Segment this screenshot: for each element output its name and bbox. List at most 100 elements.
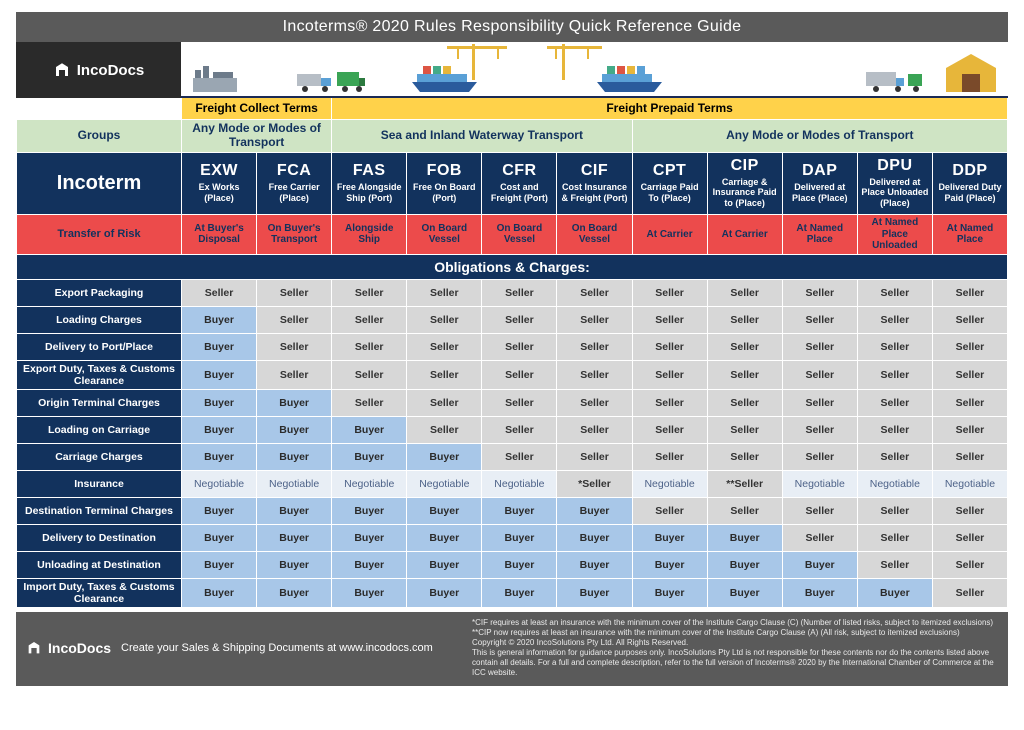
value-cell: Buyer <box>257 552 332 579</box>
obligations-header: Obligations & Charges: <box>17 255 1008 280</box>
value-cell: Seller <box>557 390 632 417</box>
obligation-label: Loading on Carriage <box>17 417 182 444</box>
value-cell: Buyer <box>332 579 407 608</box>
incoterm-fas: FASFree Alongside Ship (Port) <box>332 153 407 215</box>
incoterm-full: Free Alongside Ship (Port) <box>334 182 404 203</box>
obligation-label: Origin Terminal Charges <box>17 390 182 417</box>
incoterm-full: Free Carrier (Place) <box>259 182 329 203</box>
incoterm-full: Ex Works (Place) <box>184 182 254 203</box>
reference-grid: Freight Collect Terms Freight Prepaid Te… <box>16 98 1008 608</box>
incoterm-abbr: DDP <box>952 162 987 180</box>
value-cell: Seller <box>407 307 482 334</box>
risk-cfr: On Board Vessel <box>482 215 557 255</box>
value-cell: Buyer <box>182 390 257 417</box>
incoterm-abbr: CPT <box>653 162 687 180</box>
risk-fob: On Board Vessel <box>407 215 482 255</box>
value-cell: Buyer <box>858 579 933 608</box>
value-cell: Buyer <box>182 361 257 390</box>
risk-fca: On Buyer's Transport <box>257 215 332 255</box>
illustration-row: IncoDocs <box>16 42 1008 98</box>
blank-cell <box>17 98 182 120</box>
value-cell: Seller <box>933 444 1008 471</box>
risk-fas: Alongside Ship <box>332 215 407 255</box>
page: Incoterms® 2020 Rules Responsibility Qui… <box>0 0 1024 698</box>
value-cell: Seller <box>708 280 783 307</box>
footer-notes: *CIF requires at least an insurance with… <box>472 618 998 678</box>
obligation-label: Unloading at Destination <box>17 552 182 579</box>
obligation-label: Carriage Charges <box>17 444 182 471</box>
logo-icon <box>53 61 71 79</box>
value-cell: Seller <box>933 361 1008 390</box>
incoterm-full: Carriage Paid To (Place) <box>635 182 705 203</box>
value-cell: Seller <box>858 525 933 552</box>
ship-crane-icon <box>407 44 517 94</box>
risk-row-label: Transfer of Risk <box>17 215 182 255</box>
obligation-label: Loading Charges <box>17 307 182 334</box>
truck-icon-2 <box>866 64 926 94</box>
incoterm-full: Carriage & Insurance Paid to (Place) <box>710 177 780 208</box>
value-cell: Seller <box>708 417 783 444</box>
value-cell: Seller <box>933 552 1008 579</box>
incoterm-exw: EXW Ex Works (Place) <box>182 153 257 215</box>
value-cell: Seller <box>708 498 783 525</box>
value-cell: Seller <box>783 361 858 390</box>
value-cell: Buyer <box>633 525 708 552</box>
incoterm-cfr: CFRCost and Freight (Port) <box>482 153 557 215</box>
incoterm-full: Free On Board (Port) <box>409 182 479 203</box>
value-cell: Seller <box>407 417 482 444</box>
value-cell: Seller <box>933 498 1008 525</box>
value-cell: Buyer <box>257 579 332 608</box>
group-anymode-2: Any Mode or Modes of Transport <box>633 120 1008 153</box>
value-cell: Seller <box>708 390 783 417</box>
footnote: *CIF requires at least an insurance with… <box>472 618 998 628</box>
value-cell: Buyer <box>407 498 482 525</box>
value-cell: Seller <box>407 361 482 390</box>
risk-dap: At Named Place <box>783 215 858 255</box>
incoterm-cif: CIFCost Insurance & Freight (Port) <box>557 153 632 215</box>
value-cell: Seller <box>407 280 482 307</box>
value-cell: Seller <box>182 280 257 307</box>
value-cell: Buyer <box>332 417 407 444</box>
group-anymode-1: Any Mode or Modes of Transport <box>182 120 332 153</box>
illustration-area <box>181 42 1008 98</box>
incoterm-abbr: DPU <box>877 157 912 175</box>
value-cell: Seller <box>633 390 708 417</box>
value-cell: Buyer <box>783 552 858 579</box>
incoterm-abbr: EXW <box>200 162 238 180</box>
warehouse-icon <box>946 52 996 94</box>
value-cell: Buyer <box>182 525 257 552</box>
value-cell: Seller <box>257 280 332 307</box>
groups-label: Groups <box>17 120 182 153</box>
freight-prepaid-header: Freight Prepaid Terms <box>332 98 1008 120</box>
value-cell: Seller <box>482 307 557 334</box>
value-cell: Buyer <box>708 552 783 579</box>
value-cell: Buyer <box>257 417 332 444</box>
value-cell: Seller <box>783 280 858 307</box>
value-cell: Negotiable <box>633 471 708 498</box>
value-cell: Buyer <box>332 444 407 471</box>
value-cell: Seller <box>858 444 933 471</box>
footer-left: IncoDocs Create your Sales & Shipping Do… <box>26 618 456 678</box>
footnote: **CIP now requires at least an insurance… <box>472 628 998 638</box>
incoterm-abbr: DAP <box>802 162 837 180</box>
value-cell: Seller <box>783 444 858 471</box>
truck-icon <box>297 64 367 94</box>
value-cell: Buyer <box>257 390 332 417</box>
value-cell: Buyer <box>407 525 482 552</box>
value-cell: Seller <box>708 444 783 471</box>
value-cell: Seller <box>933 307 1008 334</box>
footer-logo: IncoDocs <box>26 640 111 656</box>
incoterm-full: Cost Insurance & Freight (Port) <box>559 182 629 203</box>
value-cell: Seller <box>633 280 708 307</box>
value-cell: Buyer <box>182 579 257 608</box>
value-cell: Buyer <box>633 552 708 579</box>
value-cell: Negotiable <box>182 471 257 498</box>
incoterm-fca: FCAFree Carrier (Place) <box>257 153 332 215</box>
value-cell: Seller <box>708 361 783 390</box>
value-cell: Seller <box>633 417 708 444</box>
value-cell: Buyer <box>332 498 407 525</box>
value-cell: Seller <box>783 417 858 444</box>
value-cell: Seller <box>633 498 708 525</box>
value-cell: Seller <box>933 390 1008 417</box>
value-cell: Buyer <box>482 498 557 525</box>
